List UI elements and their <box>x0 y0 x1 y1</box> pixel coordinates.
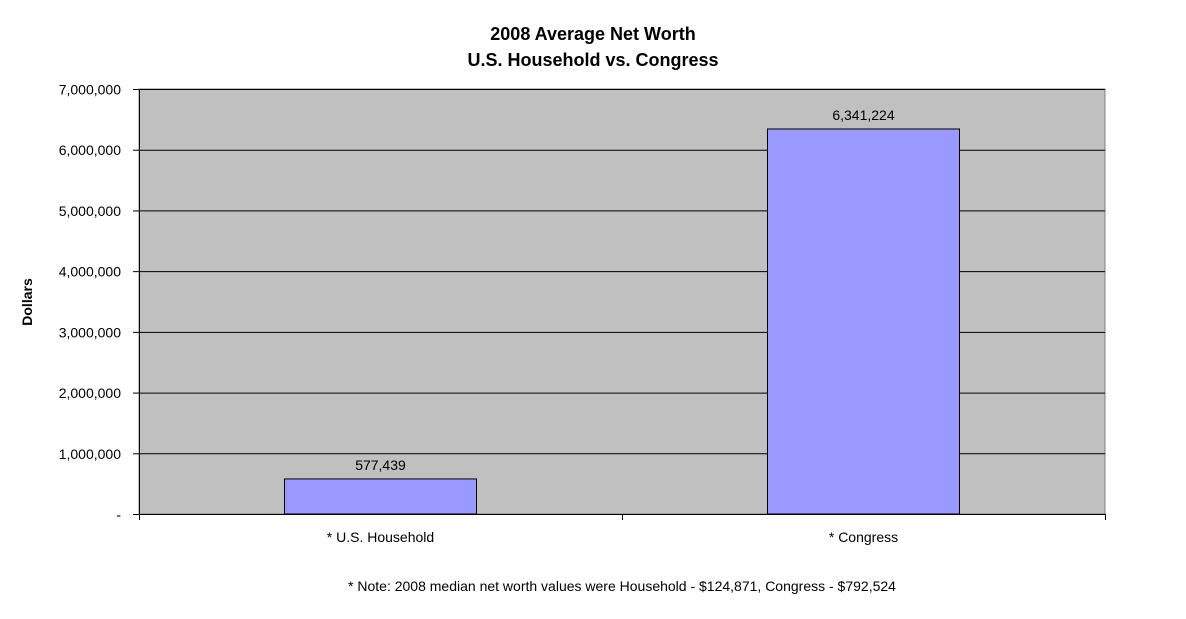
data-label: 577,439 <box>355 457 406 473</box>
y-tick-label: 2,000,000 <box>59 385 121 401</box>
y-tick-label: 6,000,000 <box>59 142 121 158</box>
x-category-label: * Congress <box>829 529 898 545</box>
bar-2 <box>767 128 960 515</box>
x-category-label: * U.S. Household <box>327 529 434 545</box>
y-tick-label: 5,000,000 <box>59 203 121 219</box>
footnote: * Note: 2008 median net worth values wer… <box>348 578 896 594</box>
chart-subtitle: U.S. Household vs. Congress <box>467 50 718 70</box>
y-tick-label: 1,000,000 <box>59 446 121 462</box>
chart-title: 2008 Average Net Worth <box>490 24 695 44</box>
plot-area <box>138 88 1106 515</box>
y-tick-label: - <box>116 507 121 523</box>
y-axis-title: Dollars <box>19 278 35 326</box>
y-tick-label: 4,000,000 <box>59 264 121 280</box>
data-label: 6,341,224 <box>832 107 894 123</box>
bar-1 <box>284 478 477 515</box>
y-tick-label: 7,000,000 <box>59 82 121 98</box>
y-tick-label: 3,000,000 <box>59 324 121 340</box>
